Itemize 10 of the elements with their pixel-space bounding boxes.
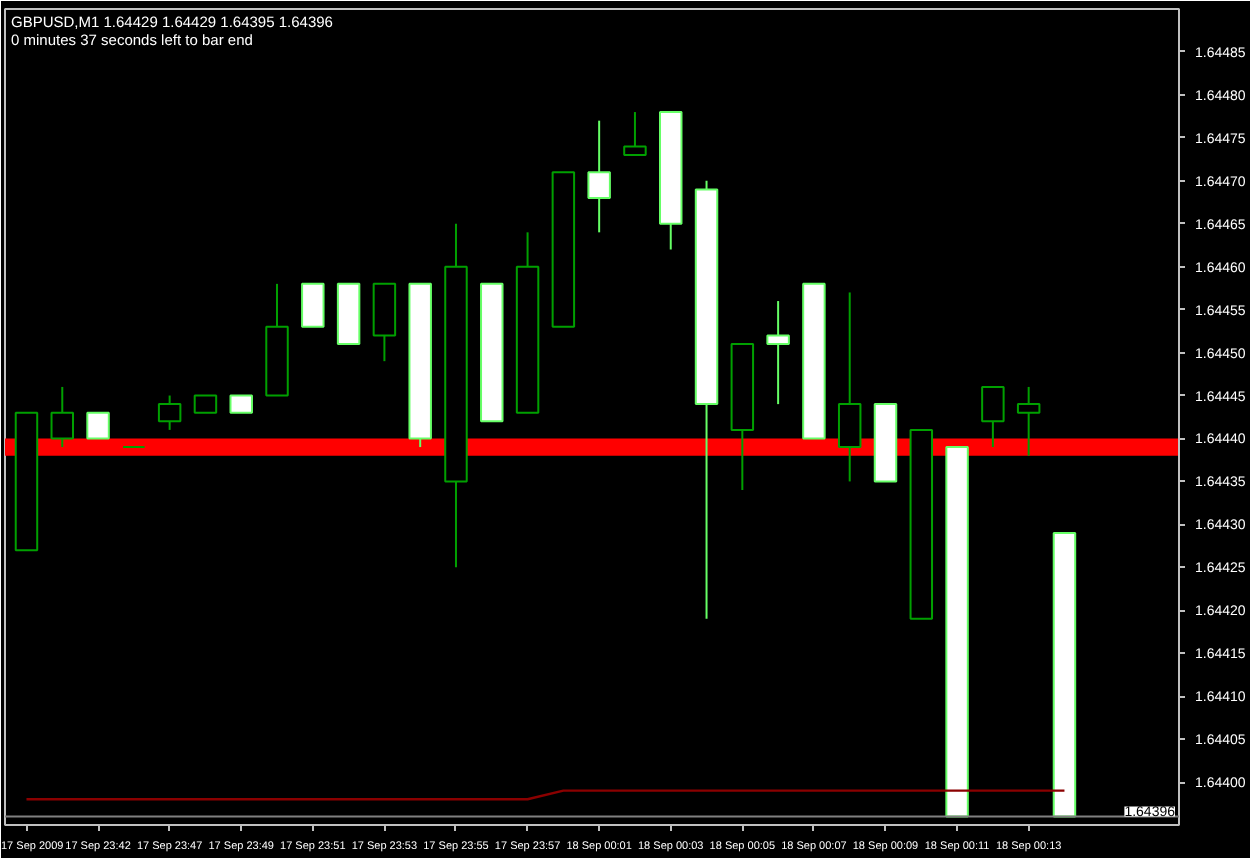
candlestick: [50, 385, 75, 449]
candlestick: [1016, 385, 1041, 457]
candlestick: [86, 411, 110, 440]
candlestick: [766, 300, 790, 406]
candlestick: [981, 385, 1005, 449]
candlestick: [301, 282, 325, 328]
candlestick: [623, 111, 647, 157]
candlestick: [587, 119, 611, 234]
candlestick: [837, 291, 862, 483]
candlestick: [157, 394, 182, 431]
